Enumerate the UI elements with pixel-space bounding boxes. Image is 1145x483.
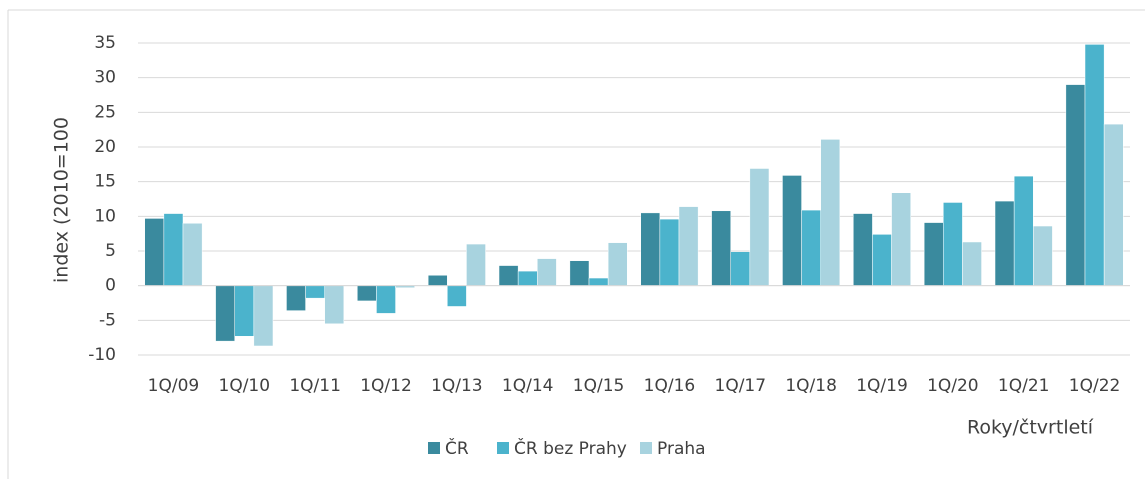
bar [994,200,1015,286]
x-tick-label: 1Q/17 [715,376,767,396]
x-tick-label: 1Q/16 [644,376,696,396]
bar [182,223,203,286]
bar [962,241,982,286]
x-tick-label: 1Q/10 [219,376,271,396]
bar [749,168,770,286]
bar [640,212,661,286]
bar [820,139,841,286]
x-tick-label: 1Q/14 [502,376,554,396]
y-tick-label: 20 [94,137,116,157]
legend-swatch [497,442,509,454]
y-tick-label: 35 [94,33,116,53]
bar [588,277,609,286]
bar [144,218,165,286]
y-tick-label: 5 [105,241,116,261]
bar [466,243,486,286]
bar [659,218,680,286]
bar [1084,44,1105,286]
bar [253,285,274,347]
bar [215,285,235,342]
y-tick-label: 0 [105,276,116,296]
x-tick-label: 1Q/18 [785,376,837,396]
legend-swatch [428,442,440,454]
y-axis-label: index (2010=100 [51,117,73,283]
y-tick-label: 10 [94,206,116,226]
bar [517,270,538,286]
bar [498,265,519,286]
bar [678,206,699,286]
bar [891,192,911,286]
bar [607,242,628,286]
x-tick-label: 1Q/13 [431,376,483,396]
x-tick-label: 1Q/21 [998,376,1050,396]
legend-label: ČR [445,437,469,459]
x-tick-label: 1Q/20 [927,376,979,396]
bar [1013,175,1034,286]
legend-swatch [640,442,652,454]
x-tick-label: 1Q/15 [573,376,625,396]
bar [234,285,255,337]
legend-label: ČR bez Prahy [514,437,627,459]
bar [447,285,467,307]
y-tick-label: -10 [88,345,116,365]
bar [357,285,377,302]
x-tick-label: 1Q/11 [289,376,341,396]
bar [853,213,873,286]
bar [711,210,731,286]
bar [943,202,963,286]
x-axis-label: Roky/čtvrtletí [967,417,1094,439]
y-tick-label: 15 [94,172,116,192]
bar [1103,123,1124,286]
bar [782,175,802,286]
x-tick-label: 1Q/22 [1069,376,1121,396]
bar [305,285,325,299]
x-tick-label: 1Q/12 [360,376,412,396]
bar [163,213,184,286]
bar [427,275,448,286]
bar [872,234,892,286]
bar [569,260,590,286]
x-tick-label: 1Q/09 [148,376,200,396]
bar [923,222,944,286]
y-tick-label: -5 [99,310,116,330]
x-tick-label: 1Q/19 [856,376,908,396]
bar [730,251,751,286]
legend-label: Praha [657,439,706,459]
y-tick-label: 30 [94,68,116,88]
bar [537,258,557,286]
bar [1033,225,1053,286]
bar [801,209,821,286]
bar [324,285,345,325]
bar [1065,84,1086,286]
y-tick-label: 25 [94,102,116,122]
bar [376,285,396,314]
bar [286,285,306,311]
